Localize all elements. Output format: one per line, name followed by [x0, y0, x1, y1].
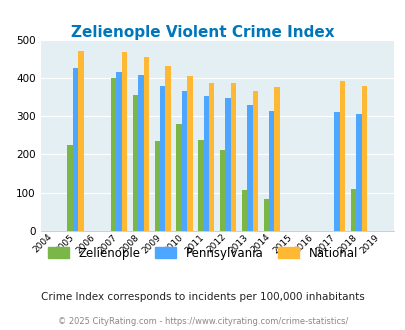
Bar	[143, 57, 149, 231]
Bar	[176, 124, 181, 231]
Bar	[78, 51, 83, 231]
Bar	[274, 87, 279, 231]
Bar	[209, 83, 214, 231]
Text: © 2025 CityRating.com - https://www.cityrating.com/crime-statistics/: © 2025 CityRating.com - https://www.city…	[58, 317, 347, 326]
Bar	[132, 95, 138, 231]
Bar	[334, 112, 339, 231]
Bar	[269, 111, 274, 231]
Bar	[116, 72, 121, 231]
Legend: Zelienople, Pennsylvania, National: Zelienople, Pennsylvania, National	[45, 243, 360, 263]
Bar	[247, 106, 252, 231]
Bar	[198, 140, 203, 231]
Bar	[225, 98, 230, 231]
Bar	[187, 76, 192, 231]
Bar	[230, 83, 236, 231]
Bar	[111, 78, 116, 231]
Text: Zelienople Violent Crime Index: Zelienople Violent Crime Index	[71, 25, 334, 40]
Bar	[220, 150, 225, 231]
Bar	[361, 85, 366, 231]
Bar	[122, 52, 127, 231]
Bar	[241, 190, 247, 231]
Text: Crime Index corresponds to incidents per 100,000 inhabitants: Crime Index corresponds to incidents per…	[41, 292, 364, 302]
Bar	[138, 75, 143, 231]
Bar	[203, 96, 209, 231]
Bar	[160, 85, 165, 231]
Bar	[165, 66, 171, 231]
Bar	[339, 81, 345, 231]
Bar	[350, 189, 355, 231]
Bar	[263, 199, 269, 231]
Bar	[154, 141, 160, 231]
Bar	[355, 114, 361, 231]
Bar	[252, 90, 258, 231]
Bar	[67, 145, 72, 231]
Bar	[181, 90, 187, 231]
Bar	[72, 68, 78, 231]
